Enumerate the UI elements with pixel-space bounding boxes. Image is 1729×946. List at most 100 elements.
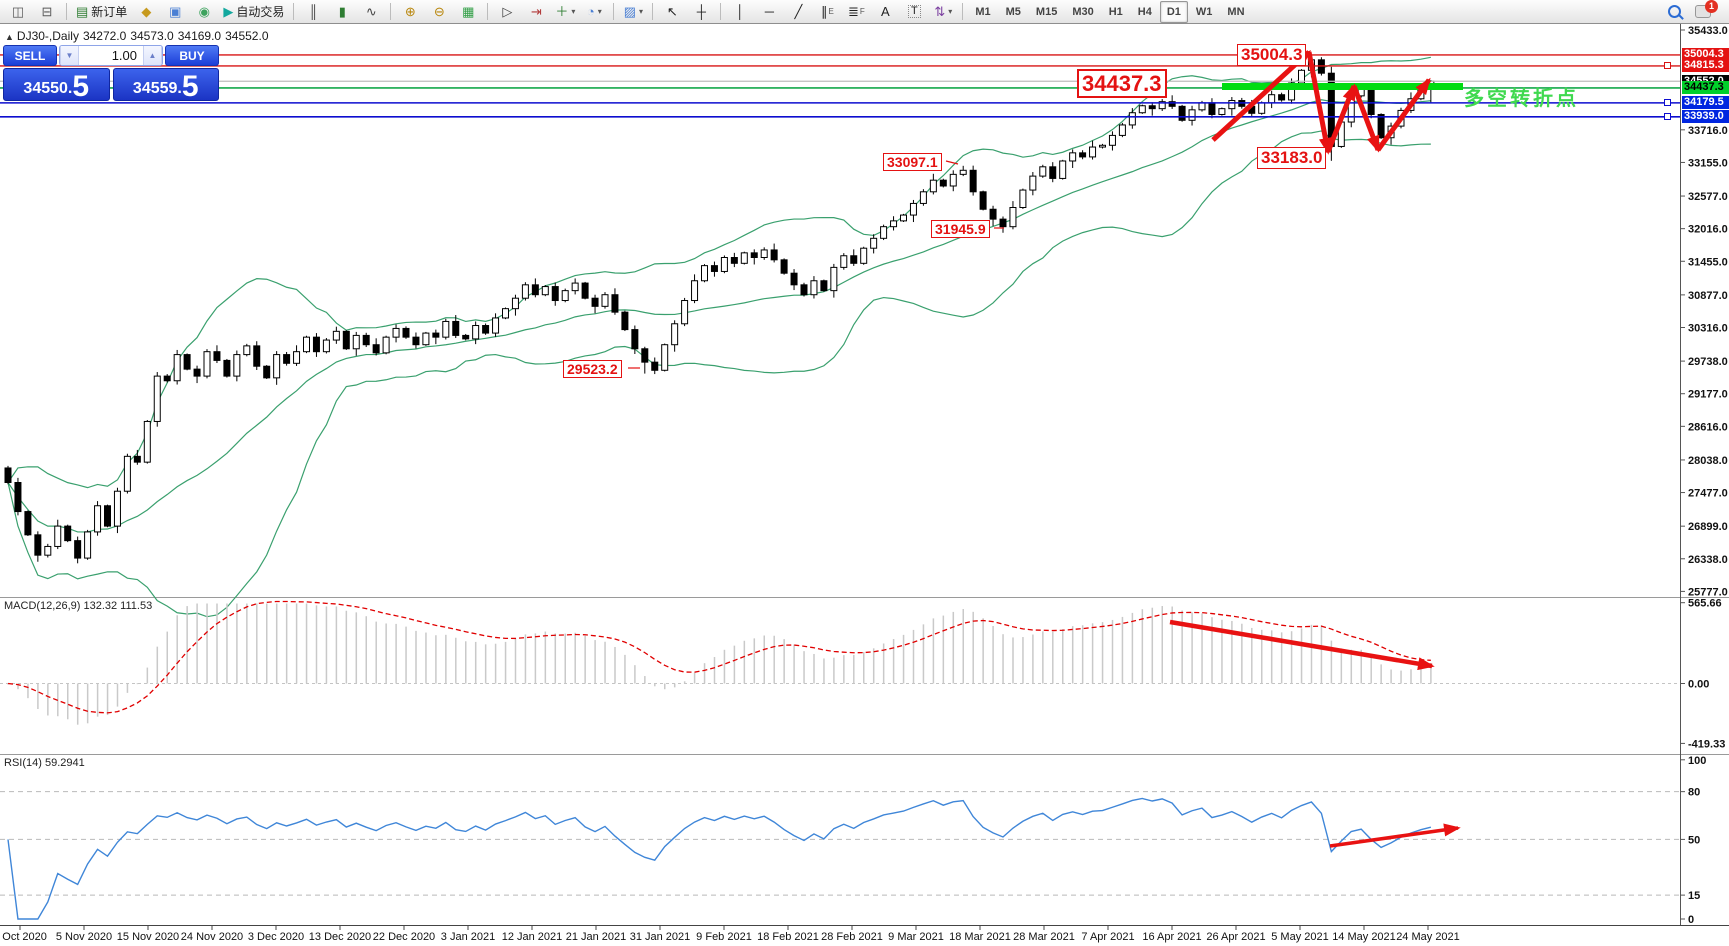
candle-bullish <box>352 334 360 350</box>
macd-histogram-bar <box>455 637 457 684</box>
macd-histogram-bar <box>1171 606 1173 684</box>
macd-divergence-arrow[interactable] <box>1169 619 1435 671</box>
macd-histogram-bar <box>534 633 537 684</box>
macd-histogram-bar <box>604 641 606 684</box>
timeframe-mn[interactable]: MN <box>1227 5 1245 18</box>
price-tag-33097.1[interactable]: 33097.1 <box>883 153 942 172</box>
trendline-tool-button[interactable]: ╱ <box>784 1 812 23</box>
timeframe-w1[interactable]: W1 <box>1195 5 1213 18</box>
chat-button[interactable]: 1 <box>1689 0 1718 23</box>
line-chart-mode-button[interactable]: ∿ <box>357 1 385 23</box>
macd-histogram-bar <box>1400 670 1402 684</box>
price-tag-31945.9[interactable]: 31945.9 <box>931 220 990 239</box>
macd-histogram-bar <box>1340 648 1343 684</box>
buy-button[interactable]: BUY <box>165 45 219 66</box>
sell-button[interactable]: SELL <box>3 45 57 66</box>
periods-button[interactable]: ◔ ▾ <box>580 1 608 23</box>
timeframe-m15[interactable]: M15 <box>1035 5 1058 18</box>
line-drag-handle[interactable] <box>1664 62 1671 70</box>
rsi-axis-label: 15 <box>1688 890 1700 902</box>
signals-button[interactable]: ◉ <box>190 1 218 23</box>
volume-input[interactable] <box>79 46 143 65</box>
timeframe-m30[interactable]: M30 <box>1072 5 1094 18</box>
macd-histogram-bar <box>524 634 527 684</box>
rsi-trend-arrow[interactable] <box>1329 823 1461 848</box>
volume-decrease-button[interactable]: ▼ <box>60 46 79 65</box>
sell-price-tile[interactable]: 34550. 5 <box>3 68 110 101</box>
candle-bullish <box>84 531 92 559</box>
candle-bullish <box>332 330 340 341</box>
vertical-line-tool-button[interactable]: │ <box>726 1 754 23</box>
alerts-horn-button[interactable]: ◆ <box>132 1 160 23</box>
support-highlight-bar[interactable] <box>1222 83 1463 90</box>
zoom-out-button[interactable]: ⊖ <box>425 1 453 23</box>
autotrading-button[interactable]: ▶ 自动交易 <box>219 1 288 23</box>
market-depth-button[interactable]: ▣ <box>161 1 189 23</box>
timeframe-h4[interactable]: H4 <box>1137 5 1152 18</box>
auto-scroll-button[interactable]: ▷ <box>493 1 521 23</box>
macd-histogram-bar <box>1042 631 1044 684</box>
trend-arrow-down-2[interactable] <box>1351 85 1381 153</box>
collapse-icon[interactable]: ▲ <box>5 32 14 42</box>
autotrading-label: 自动交易 <box>236 4 285 19</box>
macd-histogram-bar <box>982 618 984 684</box>
volume-increase-button[interactable]: ▲ <box>143 46 162 65</box>
add-indicator-button[interactable]: ＋ ▾ <box>551 1 579 23</box>
new-chart-button[interactable]: ◫ <box>4 1 32 23</box>
zoom-in-button[interactable]: ⊕ <box>396 1 424 23</box>
macd-histogram-bar <box>415 630 417 684</box>
candle-chart-mode-button[interactable]: ▮ <box>328 1 356 23</box>
timeframe-d1[interactable]: D1 <box>1159 0 1188 23</box>
macd-histogram-bar <box>445 634 447 684</box>
price-tag-34437.3[interactable]: 34437.3 <box>1077 69 1167 99</box>
line-drag-handle[interactable] <box>1664 99 1671 107</box>
new-order-button[interactable]: ▤ 新订单 <box>72 1 131 23</box>
candle-bearish <box>14 482 22 513</box>
timeframe-m5[interactable]: M5 <box>1005 5 1021 18</box>
buy-price-tile[interactable]: 34559. 5 <box>112 68 219 101</box>
price-tag-29523.2[interactable]: 29523.2 <box>563 360 622 379</box>
candle-bullish <box>760 249 768 259</box>
price-tag-35004.3[interactable]: 35004.3 <box>1237 44 1307 66</box>
price-tag-33183.0[interactable]: 33183.0 <box>1257 147 1327 169</box>
templates-button[interactable]: ▨ ▾ <box>619 1 647 23</box>
chart-shift-button[interactable]: ⇥ <box>522 1 550 23</box>
macd-axis-label: -419.33 <box>1688 738 1725 750</box>
price-tick-label: 30877.0 <box>1688 290 1728 302</box>
macd-histogram-bar <box>275 603 278 684</box>
trend-arrow-down-1[interactable] <box>1306 51 1332 155</box>
arrows-tool-button[interactable]: ⇅ ▾ <box>929 1 957 23</box>
macd-histogram-bar <box>932 618 935 684</box>
trend-arrow-up-2[interactable] <box>1325 83 1357 153</box>
text-tool-button[interactable]: A <box>871 1 899 23</box>
candle-bearish <box>1049 166 1057 179</box>
search-button[interactable] <box>1660 1 1688 23</box>
horizontal-line-tool-button[interactable]: ─ <box>755 1 783 23</box>
candle-bullish <box>173 354 181 382</box>
timeframe-h1[interactable]: H1 <box>1108 5 1123 18</box>
equidistant-channel-tool-button[interactable]: ∥ E <box>813 1 841 23</box>
candle-bullish <box>1069 152 1077 162</box>
bar-chart-mode-button[interactable]: ║ <box>299 1 327 23</box>
bull-bear-turning-point-note[interactable]: 多空转折点 <box>1464 88 1579 110</box>
text-label-tool-button[interactable]: T <box>900 1 928 23</box>
macd-histogram-bar <box>783 639 785 684</box>
macd-histogram-bar <box>1360 649 1362 684</box>
candle-bullish <box>870 237 878 249</box>
candle-bearish <box>34 534 42 556</box>
candle-bullish <box>303 336 310 353</box>
tile-windows-button[interactable]: ▦ <box>454 1 482 23</box>
chart-profiles-button[interactable]: ⊟ <box>33 1 61 23</box>
macd-histogram-bar <box>1290 631 1293 684</box>
macd-histogram-bar <box>295 603 298 684</box>
crosshair-button[interactable]: ┼ <box>687 1 715 23</box>
line-drag-handle[interactable] <box>1664 113 1671 121</box>
macd-histogram-bar <box>1241 623 1243 684</box>
candle-bearish <box>611 294 619 313</box>
macd-histogram-bar <box>27 683 29 699</box>
fibonacci-tool-button[interactable]: ≣ F <box>842 1 870 23</box>
trend-arrow-up-3[interactable] <box>1375 77 1432 152</box>
cursor-button[interactable]: ↖ <box>658 1 686 23</box>
timeframe-m1[interactable]: M1 <box>975 5 991 18</box>
trend-arrow-up-1[interactable] <box>1211 50 1312 142</box>
